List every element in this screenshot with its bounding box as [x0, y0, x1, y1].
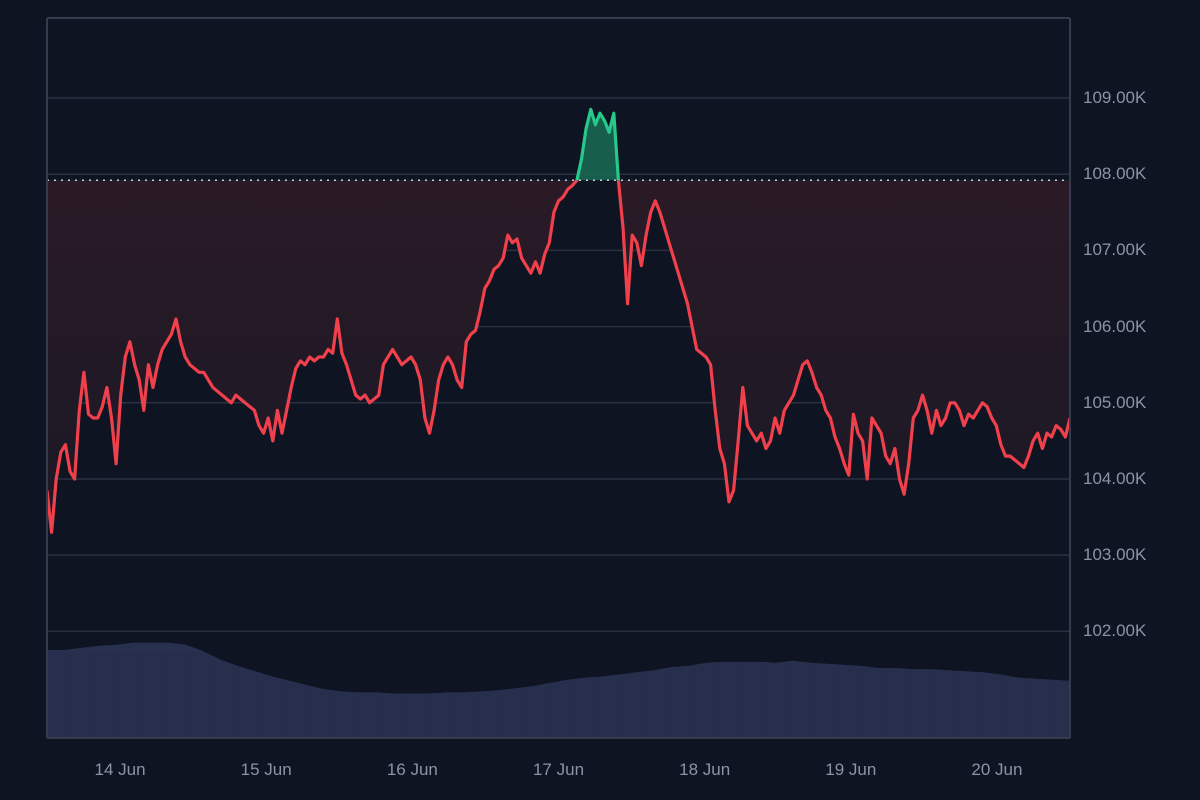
- y-axis-label: 108.00K: [1083, 164, 1147, 184]
- x-axis-label: 17 Jun: [532, 760, 585, 779]
- y-axis-label: 105.00K: [1083, 392, 1147, 412]
- x-axis-label: 18 Jun: [679, 760, 731, 779]
- y-axis-label: 106.00K: [1083, 316, 1147, 336]
- below-baseline-fill: [47, 180, 1070, 533]
- y-axis-label: 102.00K: [1083, 621, 1147, 641]
- gridlines: [47, 97, 1070, 633]
- price-line: [47, 107, 1070, 534]
- plot-frame: [46, 17, 1071, 739]
- volume-area: [47, 642, 1070, 738]
- x-axis-label: 20 Jun: [971, 760, 1023, 779]
- y-axis-label: 103.00K: [1083, 545, 1147, 565]
- y-axis-label: 104.00K: [1083, 468, 1147, 488]
- price-line-below: [47, 180, 1070, 534]
- volume-bars: [47, 642, 1070, 738]
- x-axis-label: 19 Jun: [825, 760, 877, 779]
- y-axis-label: 107.00K: [1083, 240, 1147, 260]
- x-axis-label: 16 Jun: [386, 760, 438, 779]
- y-axis-label: 109.00K: [1083, 88, 1147, 107]
- x-axis-label: 14 Jun: [94, 760, 146, 779]
- x-axis-label: 15 Jun: [240, 760, 292, 779]
